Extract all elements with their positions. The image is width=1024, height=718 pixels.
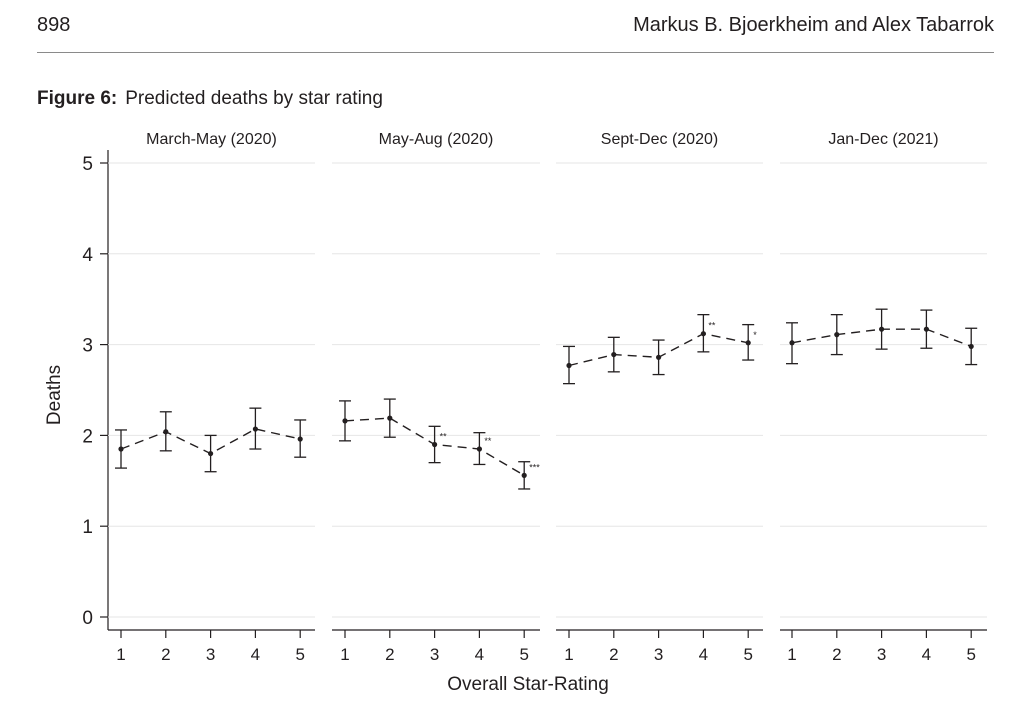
running-head: Markus B. Bjoerkheim and Alex Tabarrok <box>633 14 994 36</box>
data-point <box>656 354 662 360</box>
panel-title: Jan-Dec (2021) <box>828 131 938 148</box>
x-tick-label: 5 <box>295 645 304 664</box>
x-tick-label: 4 <box>699 645 708 664</box>
x-tick-label: 3 <box>430 645 439 664</box>
panel-title: May-Aug (2020) <box>379 131 494 148</box>
data-point <box>476 446 482 452</box>
x-tick-label: 5 <box>743 645 752 664</box>
x-tick-label: 3 <box>206 645 215 664</box>
x-axis-label: Overall Star-Rating <box>447 674 609 695</box>
x-tick-label: 1 <box>564 645 573 664</box>
data-point <box>611 351 617 358</box>
data-point <box>968 343 974 350</box>
data-point <box>566 362 572 369</box>
y-tick-label: 4 <box>82 245 93 266</box>
data-point <box>923 326 930 332</box>
significance-stars: *** <box>529 462 540 472</box>
significance-stars: ** <box>708 321 716 331</box>
data-point <box>342 418 348 424</box>
x-tick-label: 4 <box>922 645 931 664</box>
x-tick-label: 5 <box>966 645 975 664</box>
panel-title: Sept-Dec (2020) <box>601 131 718 148</box>
x-tick-label: 2 <box>832 645 841 664</box>
data-point <box>521 472 527 478</box>
x-tick-label: 1 <box>116 645 125 664</box>
y-tick-label: 1 <box>82 517 93 538</box>
data-point <box>789 340 795 346</box>
x-tick-label: 3 <box>877 645 886 664</box>
data-point <box>834 332 840 338</box>
significance-stars: ** <box>484 436 492 446</box>
significance-stars: ** <box>440 431 448 441</box>
y-axis-label: Deaths <box>44 365 65 425</box>
figure-caption-text: Predicted deaths by star rating <box>125 88 383 109</box>
x-tick-label: 2 <box>385 645 394 664</box>
y-tick-label: 2 <box>82 426 93 447</box>
data-point <box>208 450 214 457</box>
data-point <box>700 331 707 337</box>
significance-stars: * <box>753 330 757 340</box>
data-point <box>745 340 751 346</box>
x-tick-label: 1 <box>340 645 349 664</box>
x-tick-label: 2 <box>609 645 618 664</box>
y-tick-label: 0 <box>82 608 93 629</box>
x-tick-label: 4 <box>251 645 260 664</box>
data-point <box>297 436 303 442</box>
data-point <box>879 326 885 332</box>
page-number: 898 <box>37 14 71 36</box>
data-point <box>118 446 124 452</box>
figure-caption: Figure 6: Predicted deaths by star rating <box>37 88 383 110</box>
x-tick-label: 4 <box>475 645 484 664</box>
x-tick-label: 1 <box>787 645 796 664</box>
data-point <box>432 441 438 448</box>
panel-title: March-May (2020) <box>146 131 277 148</box>
figure-label: Figure 6: <box>37 88 118 109</box>
data-point <box>163 429 169 435</box>
data-point <box>387 415 393 421</box>
page-header: 898 Markus B. Bjoerkheim and Alex Tabarr… <box>0 0 1024 60</box>
data-point <box>252 426 258 432</box>
y-tick-label: 5 <box>82 154 93 175</box>
header-rule <box>37 52 994 53</box>
x-tick-label: 5 <box>519 645 528 664</box>
x-tick-label: 3 <box>654 645 663 664</box>
y-tick-label: 3 <box>82 336 93 357</box>
x-tick-label: 2 <box>161 645 170 664</box>
